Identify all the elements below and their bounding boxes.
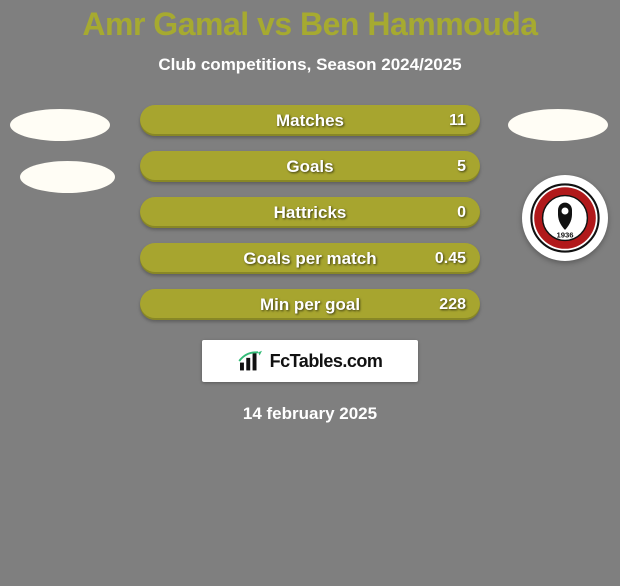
bar-chart-icon [238, 350, 264, 372]
player-right-placeholder [508, 109, 608, 141]
stat-bar-matches: Matches 11 [140, 105, 480, 136]
stat-label: Goals [286, 157, 333, 177]
club-badge-icon: 1936 [530, 183, 600, 253]
stat-bar-min-per-goal: Min per goal 228 [140, 289, 480, 320]
stat-bar-hattricks: Hattricks 0 [140, 197, 480, 228]
stat-bars: Matches 11 Goals 5 Hattricks 0 Goals per… [140, 105, 480, 320]
stat-value: 0.45 [435, 250, 466, 268]
stat-value: 5 [457, 158, 466, 176]
stat-value: 11 [449, 112, 466, 130]
watermark-text: FcTables.com [270, 351, 383, 372]
stat-label: Hattricks [274, 203, 347, 223]
snapshot-date: 14 february 2025 [0, 404, 620, 424]
player-left-placeholder-2 [20, 161, 115, 193]
club-badge: 1936 [522, 175, 608, 261]
stat-label: Matches [276, 111, 344, 131]
stat-bar-goals: Goals 5 [140, 151, 480, 182]
fctables-watermark[interactable]: FcTables.com [202, 340, 418, 382]
stat-value: 228 [439, 296, 466, 314]
stat-label: Min per goal [260, 295, 360, 315]
subtitle: Club competitions, Season 2024/2025 [0, 55, 620, 75]
player-left-placeholder-1 [10, 109, 110, 141]
stats-stage: 1936 Matches 11 Goals 5 Hattricks 0 Goal… [0, 105, 620, 424]
page-title: Amr Gamal vs Ben Hammouda [0, 6, 620, 43]
comparison-card: Amr Gamal vs Ben Hammouda Club competiti… [0, 6, 620, 424]
svg-text:1936: 1936 [556, 231, 573, 240]
stat-value: 0 [457, 204, 466, 222]
stat-bar-goals-per-match: Goals per match 0.45 [140, 243, 480, 274]
stat-label: Goals per match [243, 249, 376, 269]
